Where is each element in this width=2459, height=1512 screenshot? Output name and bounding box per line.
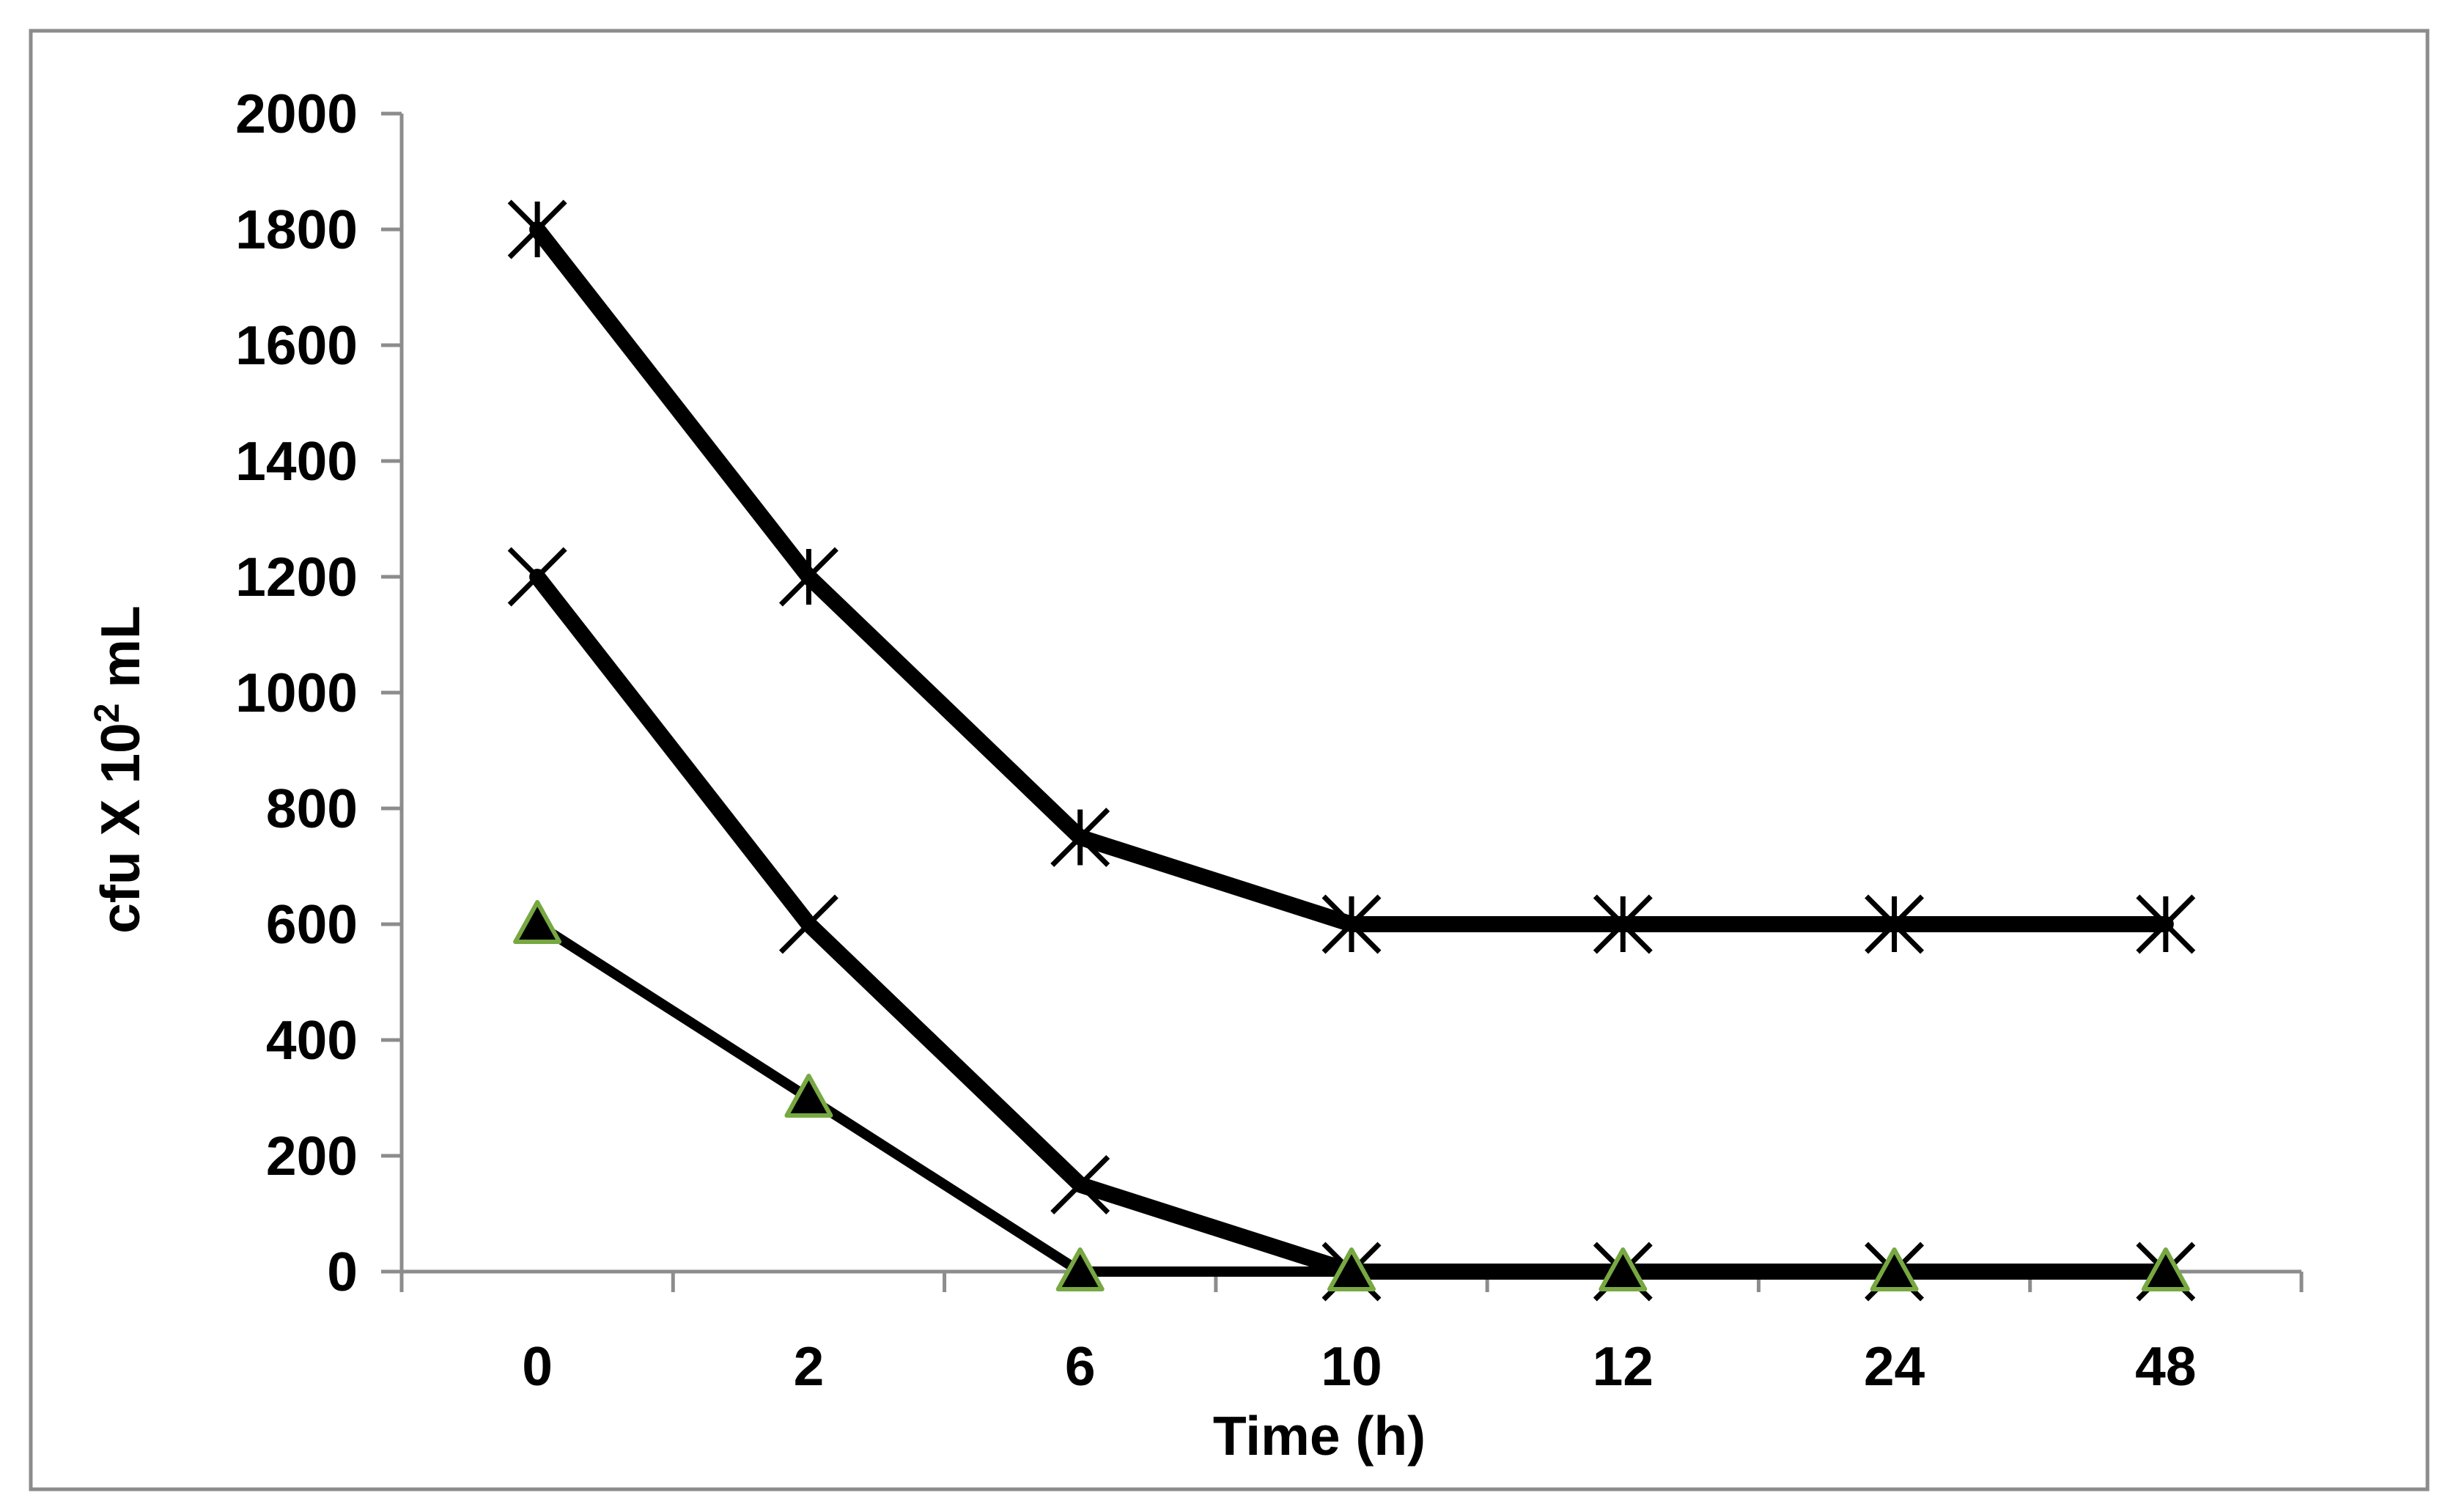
y-tick-label: 200	[266, 1125, 358, 1187]
y-tick-label: 1000	[235, 662, 358, 723]
x-tick-label: 48	[2135, 1335, 2196, 1397]
data-point-series-3	[1870, 1247, 1919, 1291]
y-tick-label: 2000	[235, 83, 358, 144]
data-point-series-3	[784, 1074, 833, 1118]
x-tick-label: 2	[794, 1335, 825, 1397]
data-point-series-3	[1055, 1247, 1105, 1291]
data-point-series-1	[507, 199, 567, 259]
data-point-series-1	[1321, 894, 1382, 954]
y-tick-label: 1800	[235, 199, 358, 260]
data-point-series-3	[1599, 1247, 1648, 1291]
data-point-series-1	[1593, 894, 1653, 954]
data-point-series-3	[2141, 1247, 2190, 1291]
data-point-series-1	[778, 547, 838, 607]
axes: 0 200 400 600 800 1000 1200 1400 1600 1800 2000 0 2 6…	[235, 83, 2304, 1397]
marker-layer	[507, 199, 2196, 1302]
y-tick-label: 0	[327, 1241, 358, 1302]
data-point-series-2	[1050, 1155, 1110, 1214]
chart-border	[29, 29, 2430, 1491]
y-axis-title: cfu X 102 mL	[88, 605, 151, 934]
x-tick-label: 6	[1065, 1335, 1096, 1397]
y-axis-title-base: cfu X 10	[89, 723, 151, 934]
data-point-series-1	[1050, 808, 1110, 867]
y-tick-label: 800	[266, 778, 358, 839]
x-axis-title: Time (h)	[1213, 1405, 1426, 1467]
y-tick-label: 1200	[235, 546, 358, 608]
y-axis-title-suffix: mL	[89, 605, 151, 703]
y-tick-label: 1600	[235, 314, 358, 376]
data-point-series-2	[778, 894, 838, 954]
y-tick-label: 1400	[235, 430, 358, 492]
x-tick-label: 24	[1864, 1335, 1925, 1397]
x-tick-label: 10	[1321, 1335, 1382, 1397]
y-tick-label: 600	[266, 893, 358, 955]
data-point-series-3	[1327, 1247, 1376, 1291]
data-point-series-1	[1865, 894, 1925, 954]
y-axis-title-superscript: 2	[88, 704, 127, 723]
x-tick-label: 12	[1593, 1335, 1654, 1397]
x-tick-label: 0	[522, 1335, 553, 1397]
y-tick-label: 400	[266, 1009, 358, 1071]
data-point-series-2	[507, 547, 567, 607]
data-point-series-3	[513, 900, 562, 944]
data-point-series-1	[2136, 894, 2196, 954]
